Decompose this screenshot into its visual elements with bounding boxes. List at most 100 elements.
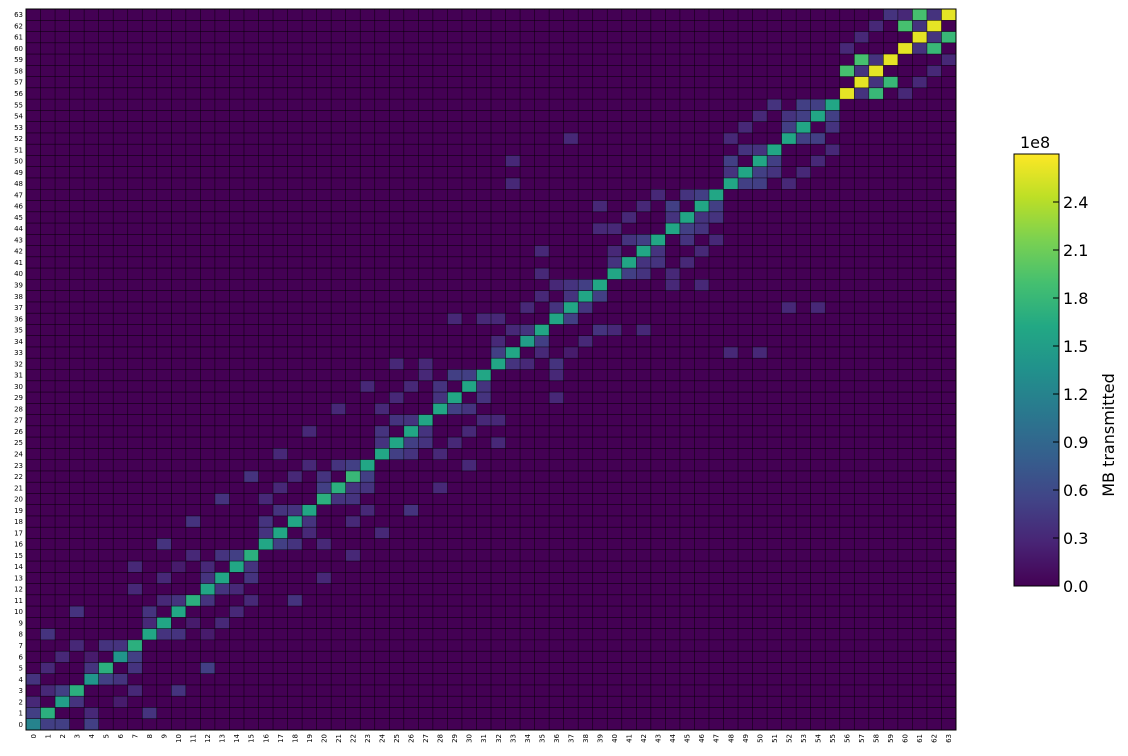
heatmap-cell	[549, 301, 564, 314]
heatmap-cell	[258, 493, 274, 505]
colorbar-tick-label: 0.6	[1063, 481, 1088, 500]
heatmap-cell	[403, 448, 419, 460]
y-tick-label: 13	[14, 574, 23, 582]
heatmap-cell	[432, 392, 448, 404]
heatmap-cell	[825, 99, 840, 111]
y-tick-label: 43	[14, 236, 23, 244]
heatmap-cell	[374, 527, 390, 539]
x-tick-label: 28	[437, 734, 445, 743]
heatmap-cell	[738, 177, 753, 190]
heatmap-cell	[781, 110, 797, 122]
y-tick-label: 42	[14, 248, 23, 256]
heatmap-cell	[636, 245, 651, 257]
heatmap-cell	[752, 166, 768, 178]
heatmap-cell	[926, 20, 942, 32]
x-tick-label: 30	[466, 734, 474, 743]
heatmap-cell	[214, 583, 230, 595]
heatmap-cell	[665, 211, 680, 224]
heatmap-cell	[563, 313, 579, 325]
y-tick-label: 46	[14, 203, 23, 211]
y-tick-label: 62	[14, 22, 23, 30]
heatmap-cell	[142, 606, 157, 618]
heatmap-cell	[389, 392, 404, 404]
heatmap-cell	[636, 256, 651, 269]
colorbar-tick-label: 1.8	[1063, 289, 1088, 308]
heatmap-cell	[505, 155, 521, 167]
heatmap-cell	[941, 31, 956, 43]
heatmap-cell	[156, 617, 172, 629]
heatmap-cell	[738, 144, 753, 156]
y-tick-label: 27	[14, 417, 23, 425]
x-tick-label: 7	[131, 734, 139, 738]
colorbar-gradient	[1013, 153, 1060, 587]
heatmap-cell	[926, 9, 942, 21]
heatmap-cell	[345, 515, 361, 528]
heatmap-cell	[389, 437, 404, 449]
heatmap-cell	[708, 189, 724, 201]
heatmap-cell	[374, 437, 390, 449]
heatmap-cell	[243, 470, 259, 483]
heatmap-cell	[374, 425, 390, 438]
y-tick-label: 57	[14, 79, 23, 87]
heatmap-cell	[40, 707, 56, 719]
heatmap-cell	[796, 110, 811, 122]
heatmap-cell	[549, 358, 564, 370]
heatmap-cell	[287, 594, 303, 607]
heatmap-cell	[389, 448, 404, 460]
heatmap-cell	[156, 538, 172, 550]
heatmap-cell	[113, 696, 128, 708]
heatmap-cell	[171, 561, 186, 573]
x-tick-label: 44	[669, 733, 677, 742]
heatmap-cell	[491, 313, 506, 325]
heatmap-cell	[432, 380, 448, 393]
heatmap-cell	[505, 324, 521, 336]
heatmap-cell	[912, 20, 927, 32]
colorbar-tick-label: 0.9	[1063, 433, 1088, 452]
heatmap-cell	[636, 200, 651, 212]
heatmap-cell	[520, 324, 535, 336]
heatmap-cell	[505, 358, 521, 370]
heatmap-cell	[752, 144, 768, 156]
y-tick-label: 10	[14, 608, 23, 616]
heatmap-cell	[839, 42, 855, 55]
x-tick-label: 6	[117, 733, 125, 738]
y-tick-label: 19	[14, 507, 23, 515]
heatmap-cell	[839, 87, 855, 100]
heatmap-cell	[84, 718, 99, 730]
y-tick-label: 7	[19, 642, 23, 650]
heatmap-cell	[432, 482, 448, 494]
heatmap-plot-area	[25, 8, 957, 731]
heatmap-cell	[767, 155, 782, 167]
y-tick-label: 59	[14, 56, 23, 64]
x-tick-label: 39	[596, 734, 604, 743]
heatmap-cell	[69, 696, 85, 708]
x-tick-label: 2	[59, 734, 67, 738]
x-tick-label: 5	[102, 734, 110, 738]
heatmap-cell	[287, 538, 303, 550]
heatmap-cell	[723, 132, 739, 145]
heatmap-cell	[854, 76, 869, 88]
heatmap-cell	[273, 538, 288, 550]
y-tick-label: 5	[19, 665, 23, 673]
heatmap-cell	[345, 549, 361, 562]
heatmap-cell	[810, 132, 826, 145]
y-tick-label: 17	[14, 529, 23, 537]
heatmap-cell	[214, 572, 230, 584]
heatmap-cell	[200, 561, 215, 573]
heatmap-cell	[302, 504, 317, 516]
heatmap-cell	[403, 425, 419, 438]
x-tick-label: 29	[451, 734, 459, 743]
heatmap-cell	[403, 380, 419, 393]
heatmap-cell	[229, 606, 244, 618]
y-tick-label: 0	[19, 721, 23, 729]
heatmap-cell	[578, 290, 593, 302]
heatmap-cell	[767, 99, 782, 111]
heatmap-cell	[55, 651, 70, 663]
heatmap-cell	[650, 245, 666, 257]
heatmap-cell	[185, 617, 201, 629]
heatmap-cell	[520, 358, 535, 370]
y-tick-label: 18	[14, 518, 23, 526]
heatmap-cell	[447, 369, 462, 381]
y-tick-label: 51	[14, 146, 23, 154]
